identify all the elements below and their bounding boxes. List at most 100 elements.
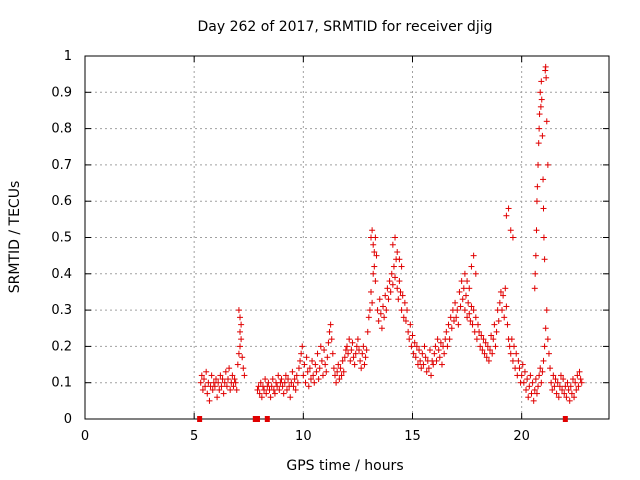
- data-point: [381, 314, 388, 321]
- data-point: [538, 379, 545, 386]
- data-point: [480, 336, 487, 343]
- data-point: [235, 307, 242, 314]
- data-point: [526, 383, 533, 390]
- data-point: [386, 278, 393, 285]
- data-point: [349, 339, 356, 346]
- data-point: [500, 292, 507, 299]
- y-tick-label: 0.3: [51, 303, 72, 318]
- data-point: [575, 383, 582, 390]
- data-point: [306, 365, 313, 372]
- data-point: [215, 379, 222, 386]
- data-point: [547, 365, 554, 372]
- data-point: [340, 368, 347, 375]
- data-point: [544, 336, 551, 343]
- data-point: [482, 339, 489, 346]
- data-point: [553, 390, 560, 397]
- data-point: [479, 347, 486, 354]
- data-point: [288, 379, 295, 386]
- data-point: [499, 307, 506, 314]
- data-point: [435, 347, 442, 354]
- data-point: [550, 372, 557, 379]
- data-point: [541, 256, 548, 263]
- data-point: [237, 343, 244, 350]
- data-point: [360, 343, 367, 350]
- data-point: [566, 397, 573, 404]
- data-point: [231, 376, 238, 383]
- data-point: [346, 336, 353, 343]
- data-point: [389, 281, 396, 288]
- data-point: [358, 365, 365, 372]
- data-point: [374, 307, 381, 314]
- data-point: [539, 132, 546, 139]
- gap-marker: [197, 416, 203, 422]
- data-point: [298, 350, 305, 357]
- data-point: [331, 372, 338, 379]
- data-point: [533, 227, 540, 234]
- data-point: [538, 78, 545, 85]
- data-point: [472, 270, 479, 277]
- data-point: [411, 339, 418, 346]
- data-point: [444, 343, 451, 350]
- x-axis-label: GPS time / hours: [286, 458, 403, 474]
- data-point: [473, 336, 480, 343]
- data-point: [364, 328, 371, 335]
- data-point: [220, 390, 227, 397]
- data-point: [501, 314, 508, 321]
- data-point: [531, 285, 538, 292]
- data-point: [324, 354, 331, 361]
- data-point: [395, 296, 402, 303]
- data-point: [425, 365, 432, 372]
- data-point: [301, 361, 308, 368]
- data-point: [468, 303, 475, 310]
- data-point: [493, 328, 500, 335]
- data-point: [461, 270, 468, 277]
- data-point: [366, 307, 373, 314]
- data-point: [422, 354, 429, 361]
- data-point: [325, 339, 332, 346]
- data-point: [445, 321, 452, 328]
- data-point: [295, 365, 302, 372]
- data-point: [545, 350, 552, 357]
- data-point: [540, 357, 547, 364]
- data-point: [281, 379, 288, 386]
- data-point: [518, 372, 525, 379]
- data-point: [372, 234, 379, 241]
- data-point: [485, 357, 492, 364]
- data-point: [285, 376, 292, 383]
- data-point: [509, 234, 516, 241]
- data-point: [537, 365, 544, 372]
- data-point: [573, 386, 580, 393]
- data-point: [572, 379, 579, 386]
- x-tick-label: 0: [81, 429, 89, 444]
- data-point: [412, 354, 419, 361]
- data-point: [549, 386, 556, 393]
- data-point: [472, 314, 479, 321]
- data-point: [219, 376, 226, 383]
- data-point: [235, 350, 242, 357]
- data-point: [278, 376, 285, 383]
- data-point: [428, 372, 435, 379]
- data-point: [233, 386, 240, 393]
- data-point: [223, 383, 230, 390]
- data-point: [532, 376, 539, 383]
- data-point: [302, 379, 309, 386]
- data-point: [376, 296, 383, 303]
- data-point: [437, 339, 444, 346]
- data-point: [390, 263, 397, 270]
- data-point: [527, 372, 534, 379]
- data-point: [578, 379, 585, 386]
- data-point: [396, 278, 403, 285]
- data-point: [357, 357, 364, 364]
- data-point: [540, 205, 547, 212]
- data-point: [568, 390, 575, 397]
- gap-marker: [562, 416, 568, 422]
- data-point: [268, 383, 275, 390]
- data-point: [543, 74, 550, 81]
- data-point: [523, 386, 530, 393]
- data-point: [388, 270, 395, 277]
- data-point: [258, 394, 265, 401]
- data-point: [478, 332, 485, 339]
- data-point: [477, 343, 484, 350]
- data-point: [399, 292, 406, 299]
- data-point: [221, 379, 228, 386]
